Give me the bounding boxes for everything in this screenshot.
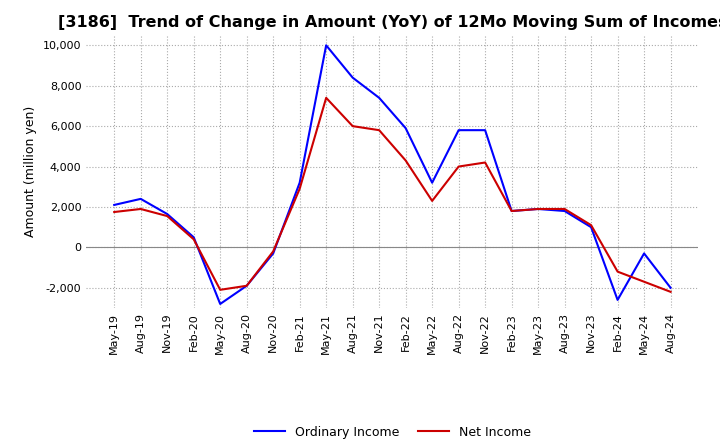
- Line: Net Income: Net Income: [114, 98, 670, 292]
- Net Income: [666, 289, 675, 294]
- Net Income: [322, 95, 330, 100]
- Ordinary Income: [295, 180, 304, 185]
- Line: Ordinary Income: Ordinary Income: [114, 45, 670, 304]
- Net Income: [508, 209, 516, 214]
- Net Income: [136, 206, 145, 212]
- Ordinary Income: [163, 211, 171, 216]
- Title: [3186]  Trend of Change in Amount (YoY) of 12Mo Moving Sum of Incomes: [3186] Trend of Change in Amount (YoY) o…: [58, 15, 720, 30]
- Net Income: [216, 287, 225, 293]
- Net Income: [269, 249, 277, 254]
- Net Income: [163, 213, 171, 219]
- Ordinary Income: [613, 297, 622, 303]
- Net Income: [428, 198, 436, 204]
- Net Income: [640, 279, 649, 284]
- Ordinary Income: [243, 283, 251, 288]
- Ordinary Income: [481, 128, 490, 133]
- Ordinary Income: [269, 251, 277, 256]
- Net Income: [454, 164, 463, 169]
- Ordinary Income: [508, 209, 516, 214]
- Ordinary Income: [534, 206, 542, 212]
- Ordinary Income: [110, 202, 119, 208]
- Ordinary Income: [375, 95, 384, 100]
- Ordinary Income: [640, 251, 649, 256]
- Y-axis label: Amount (million yen): Amount (million yen): [24, 106, 37, 237]
- Net Income: [348, 124, 357, 129]
- Ordinary Income: [322, 43, 330, 48]
- Ordinary Income: [216, 301, 225, 307]
- Net Income: [401, 158, 410, 163]
- Ordinary Income: [189, 235, 198, 240]
- Net Income: [481, 160, 490, 165]
- Net Income: [189, 237, 198, 242]
- Net Income: [560, 206, 569, 212]
- Ordinary Income: [666, 285, 675, 290]
- Net Income: [243, 283, 251, 288]
- Net Income: [587, 223, 595, 228]
- Net Income: [613, 269, 622, 274]
- Ordinary Income: [560, 209, 569, 214]
- Ordinary Income: [587, 224, 595, 230]
- Net Income: [375, 128, 384, 133]
- Legend: Ordinary Income, Net Income: Ordinary Income, Net Income: [248, 421, 536, 440]
- Net Income: [534, 206, 542, 212]
- Ordinary Income: [428, 180, 436, 185]
- Ordinary Income: [136, 196, 145, 202]
- Ordinary Income: [401, 125, 410, 131]
- Net Income: [295, 186, 304, 191]
- Ordinary Income: [348, 75, 357, 80]
- Net Income: [110, 209, 119, 215]
- Ordinary Income: [454, 128, 463, 133]
